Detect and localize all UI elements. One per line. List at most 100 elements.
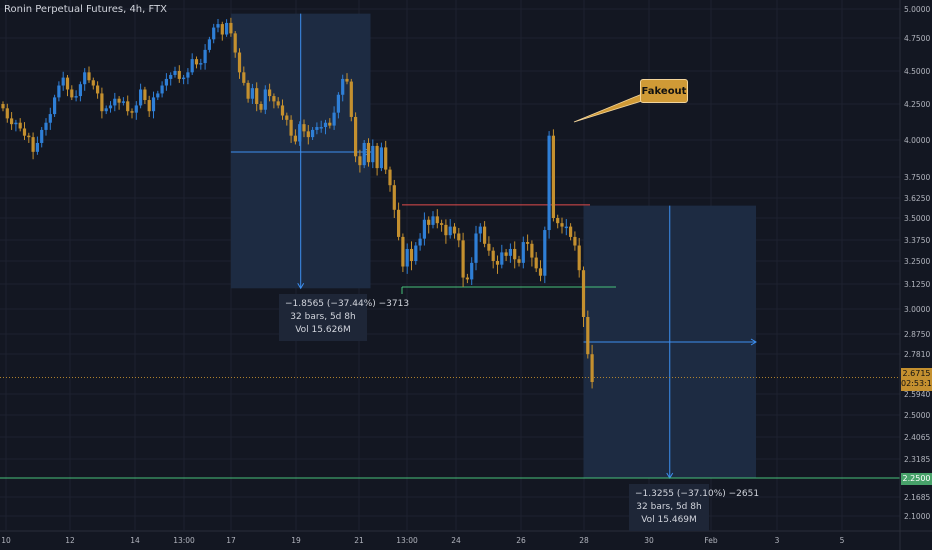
measure-1-arrow-down	[297, 283, 305, 290]
candle-body	[104, 108, 108, 112]
candle-body	[53, 97, 57, 115]
measure-box-1-bars: 32 bars, 5d 8h	[290, 312, 356, 322]
candle-body	[341, 78, 345, 95]
candle-body	[569, 226, 573, 237]
x-tick-label: 21	[354, 536, 364, 545]
candle-body	[345, 78, 349, 82]
measure-box-1-volume: Vol 15.626M	[295, 325, 351, 335]
candle-body	[194, 59, 199, 65]
candle-body	[14, 122, 18, 125]
candle-body	[134, 105, 138, 113]
candle-body	[422, 219, 426, 239]
candle-body	[495, 261, 500, 265]
candle-body	[323, 122, 328, 128]
candle-body	[147, 100, 151, 112]
measure-box-1-change: −1.8565 (−37.44%) −3713	[285, 299, 410, 309]
x-tick-label: 3	[775, 536, 780, 545]
candle-body	[74, 96, 78, 98]
candle-body	[117, 98, 121, 103]
candle-body	[354, 116, 358, 157]
candle-body	[1, 104, 5, 109]
candle-body	[336, 94, 340, 113]
candle-body	[530, 243, 534, 258]
candle-body	[91, 80, 95, 86]
candle-body	[246, 82, 250, 99]
y-tick-label: 2.8750	[904, 330, 930, 339]
candle-body	[577, 245, 581, 271]
candle-body	[435, 216, 439, 224]
candle-body	[40, 129, 44, 143]
candle-body	[18, 122, 22, 129]
candle-body	[474, 233, 478, 263]
y-tick-label: 3.1250	[904, 280, 930, 289]
candle-body	[427, 219, 431, 225]
x-tick-label: 30	[644, 536, 654, 545]
y-tick-label: 3.2500	[904, 257, 930, 266]
candle-body	[207, 39, 211, 50]
candle-body	[216, 24, 220, 28]
y-tick-label: 4.2500	[904, 100, 930, 109]
y-tick-label: 2.5000	[904, 411, 930, 420]
candle-body	[547, 135, 551, 231]
x-tick-label: 19	[291, 536, 301, 545]
candle-body	[319, 127, 323, 129]
candle-body	[401, 236, 405, 267]
y-tick-label: 2.3185	[904, 455, 930, 464]
candle-body	[61, 77, 65, 86]
y-tick-label: 3.7500	[904, 173, 930, 182]
candle-body	[375, 145, 379, 169]
candle-body	[130, 111, 134, 113]
candle-body	[543, 230, 547, 276]
candle-body	[448, 226, 452, 236]
candle-body	[379, 147, 383, 169]
target-price-value: 2.2500	[902, 474, 931, 483]
candle-body	[302, 124, 306, 132]
candle-body	[87, 72, 91, 81]
candle-body	[113, 98, 117, 106]
candle-body	[151, 97, 156, 112]
candle-body	[199, 63, 203, 65]
candle-body	[190, 59, 194, 73]
candle-body	[504, 252, 508, 256]
candle-body	[242, 72, 246, 83]
candle-body	[311, 129, 315, 138]
candle-body	[564, 226, 568, 229]
fakeout-callout[interactable]: Fakeout	[640, 79, 688, 103]
candle-body	[590, 354, 594, 383]
candle-body	[521, 242, 525, 263]
candle-body	[517, 259, 521, 263]
candle-body	[418, 238, 422, 246]
candle-body	[573, 236, 577, 246]
candle-body	[392, 185, 396, 210]
candle-body	[414, 245, 418, 261]
measure-box-2-bars: 32 bars, 5d 8h	[636, 502, 702, 512]
candle-body	[212, 27, 216, 40]
candle-body	[534, 257, 538, 269]
x-tick-label: 14	[130, 536, 140, 545]
candle-body	[44, 122, 48, 130]
candle-body	[276, 101, 280, 106]
candle-body	[388, 169, 392, 186]
candle-body	[440, 223, 444, 225]
last-price-value: 2.6715	[902, 369, 931, 378]
candle-body	[173, 71, 177, 75]
candle-body	[225, 22, 229, 35]
x-tick-label: 24	[451, 536, 461, 545]
candle-body	[35, 142, 39, 152]
candle-body	[315, 127, 319, 130]
x-tick-label: 13:00	[396, 536, 418, 545]
candle-body	[169, 74, 173, 79]
candle-body	[220, 24, 224, 35]
candle-body	[272, 96, 276, 102]
y-tick-label: 2.7810	[904, 350, 930, 359]
candle-body	[100, 93, 104, 112]
candle-body	[397, 209, 401, 237]
candle-body	[332, 112, 336, 126]
candle-body	[487, 243, 491, 251]
candle-body	[263, 89, 267, 110]
candle-body	[237, 52, 242, 73]
candle-body	[259, 104, 263, 110]
x-tick-label: 5	[840, 536, 845, 545]
y-tick-label: 3.0000	[904, 305, 930, 314]
